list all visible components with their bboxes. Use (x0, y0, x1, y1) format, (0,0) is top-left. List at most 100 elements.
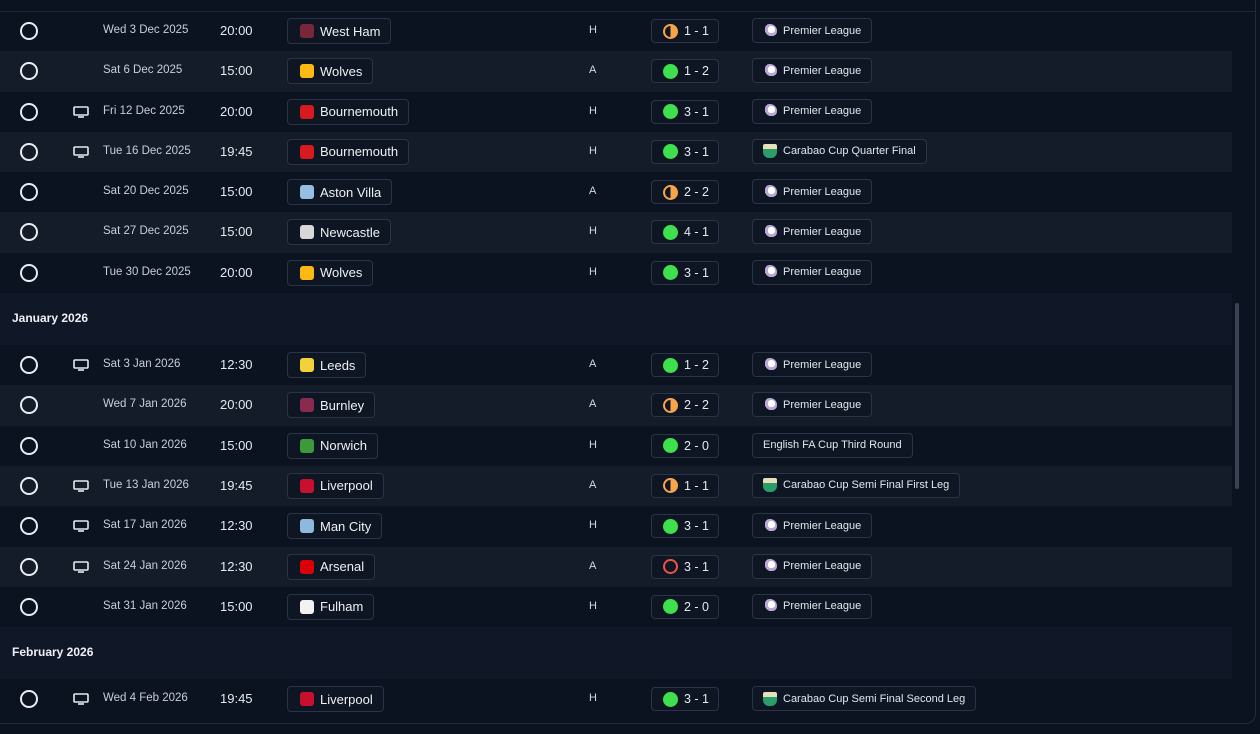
result-button[interactable]: 3 - 1 (651, 260, 720, 285)
kickoff-time: 20:00 (220, 264, 253, 280)
opponent-button[interactable]: Fulham (287, 593, 375, 620)
competition-button[interactable]: Carabao Cup Semi Final First Leg (752, 472, 961, 498)
opponent-button[interactable]: Man City (287, 513, 383, 540)
score: 3 - 1 (684, 559, 710, 574)
result-button[interactable]: 3 - 1 (651, 514, 720, 539)
opponent-button[interactable]: Aston Villa (287, 179, 393, 206)
result-button[interactable]: 2 - 2 (651, 180, 720, 205)
fixture-row[interactable]: Sat 27 Dec 2025 15:00 Newcastle H 4 - 1 … (0, 212, 1232, 253)
opponent-button[interactable]: Liverpool (287, 472, 384, 499)
select-radio[interactable] (20, 396, 38, 415)
result-button[interactable]: 3 - 1 (651, 99, 720, 124)
carabao-cup-icon (763, 144, 777, 159)
competition-button[interactable]: Carabao Cup Quarter Final (752, 138, 927, 164)
competition-button[interactable]: Premier League (752, 259, 873, 285)
venue: H (589, 24, 597, 36)
opponent-button[interactable]: Leeds (287, 352, 367, 379)
select-radio[interactable] (20, 436, 38, 455)
opponent-button[interactable]: Arsenal (287, 553, 376, 580)
fixture-row[interactable]: Sat 24 Jan 2026 12:30 Arsenal A 3 - 1 Pr… (0, 546, 1232, 587)
select-radio[interactable] (20, 476, 38, 495)
opponent-button[interactable]: Bournemouth (287, 98, 410, 125)
select-radio[interactable] (20, 223, 38, 242)
competition-button[interactable]: Premier League (752, 513, 873, 539)
scrollbar-thumb[interactable] (1235, 303, 1239, 489)
fixture-row[interactable]: Sat 6 Dec 2025 15:00 Wolves A 1 - 2 Prem… (0, 51, 1232, 92)
result-button[interactable]: 1 - 1 (651, 19, 720, 43)
opponent-name: Fulham (320, 599, 364, 615)
select-radio[interactable] (20, 263, 38, 282)
opponent-button[interactable]: Liverpool (287, 686, 384, 713)
fixture-row[interactable]: Tue 13 Jan 2026 19:45 Liverpool A 1 - 1 … (0, 465, 1232, 507)
competition-button[interactable]: Premier League (752, 553, 873, 579)
competition-name: Premier League (783, 185, 862, 198)
select-radio[interactable] (20, 62, 38, 81)
result-button[interactable]: 1 - 2 (651, 353, 720, 378)
competition-name: Carabao Cup Quarter Final (783, 145, 916, 158)
fixture-row[interactable]: Tue 30 Dec 2025 20:00 Wolves H 3 - 1 Pre… (0, 253, 1232, 293)
kickoff-time: 15:00 (220, 184, 253, 200)
fixture-row[interactable]: Sat 10 Jan 2026 15:00 Norwich H 2 - 0 En… (0, 426, 1232, 466)
opponent-button[interactable]: West Ham (287, 18, 392, 44)
competition-button[interactable]: Premier League (752, 18, 873, 43)
competition-button[interactable]: Premier League (752, 593, 873, 619)
opponent-button[interactable]: Newcastle (287, 219, 391, 246)
result-button[interactable]: 1 - 2 (651, 59, 720, 84)
competition-button[interactable]: Premier League (752, 179, 873, 205)
select-radio[interactable] (20, 597, 38, 616)
win-indicator-icon (663, 518, 678, 534)
competition-name: English FA Cup Third Round (763, 439, 902, 452)
score: 2 - 2 (684, 185, 710, 200)
result-button[interactable]: 3 - 1 (651, 687, 720, 712)
fixture-row[interactable]: Sat 3 Jan 2026 12:30 Leeds A 1 - 2 Premi… (0, 345, 1232, 385)
opponent-button[interactable]: Norwich (287, 432, 378, 459)
fixture-row[interactable]: Wed 4 Feb 2026 19:45 Liverpool H 3 - 1 C… (0, 679, 1232, 719)
competition-button[interactable]: Premier League (752, 352, 873, 378)
fixture-row[interactable]: Fri 12 Dec 2025 20:00 Bournemouth H 3 - … (0, 92, 1232, 132)
score: 3 - 1 (684, 104, 710, 119)
result-button[interactable]: 3 - 1 (651, 554, 720, 579)
opponent-button[interactable]: Wolves (287, 259, 374, 286)
fixture-row[interactable]: Tue 16 Dec 2025 19:45 Bournemouth H 3 - … (0, 131, 1232, 173)
competition-button[interactable]: Premier League (752, 58, 873, 84)
result-button[interactable]: 2 - 0 (651, 594, 720, 619)
result-button[interactable]: 4 - 1 (651, 220, 720, 245)
result-button[interactable]: 3 - 1 (651, 139, 720, 164)
venue: A (589, 398, 597, 411)
competition-button[interactable]: Carabao Cup Semi Final Second Leg (752, 686, 977, 712)
competition-name: Premier League (783, 600, 862, 613)
competition-name: Premier League (783, 560, 862, 573)
select-radio[interactable] (20, 356, 38, 375)
fixture-row[interactable]: Sat 31 Jan 2026 15:00 Fulham H 2 - 0 Pre… (0, 587, 1232, 627)
tv-icon (73, 359, 89, 371)
fixture-row[interactable]: Sat 20 Dec 2025 15:00 Aston Villa A 2 - … (0, 172, 1232, 212)
select-radio[interactable] (20, 557, 38, 576)
select-radio[interactable] (20, 142, 38, 161)
fixture-row[interactable]: Sat 17 Jan 2026 12:30 Man City H 3 - 1 P… (0, 506, 1232, 546)
competition-name: Premier League (783, 225, 862, 238)
fixture-date: Sat 6 Dec 2025 (103, 64, 183, 77)
competition-button[interactable]: Premier League (752, 219, 873, 245)
opponent-button[interactable]: Wolves (287, 58, 374, 85)
select-radio[interactable] (20, 690, 38, 709)
result-button[interactable]: 2 - 2 (651, 393, 720, 418)
venue: A (589, 478, 597, 491)
select-radio[interactable] (20, 22, 38, 40)
result-button[interactable]: 1 - 1 (651, 473, 720, 498)
month-label: February 2026 (12, 645, 94, 660)
kickoff-time: 15:00 (220, 437, 253, 453)
opponent-button[interactable]: Burnley (287, 392, 376, 419)
competition-button[interactable]: Premier League (752, 98, 873, 124)
competition-button[interactable]: Premier League (752, 392, 873, 418)
kickoff-time: 19:45 (220, 477, 253, 493)
premier-league-icon (763, 23, 777, 38)
result-button[interactable]: 2 - 0 (651, 433, 720, 458)
opponent-button[interactable]: Bournemouth (287, 138, 410, 165)
select-radio[interactable] (20, 102, 38, 121)
select-radio[interactable] (20, 517, 38, 536)
select-radio[interactable] (20, 183, 38, 202)
competition-button[interactable]: English FA Cup Third Round (752, 432, 913, 458)
fixture-row[interactable]: Wed 7 Jan 2026 20:00 Burnley A 2 - 2 Pre… (0, 385, 1232, 426)
wolves-crest-icon (300, 64, 314, 79)
fixture-row[interactable]: Wed 3 Dec 2025 20:00 West Ham H 1 - 1 Pr… (0, 11, 1232, 51)
